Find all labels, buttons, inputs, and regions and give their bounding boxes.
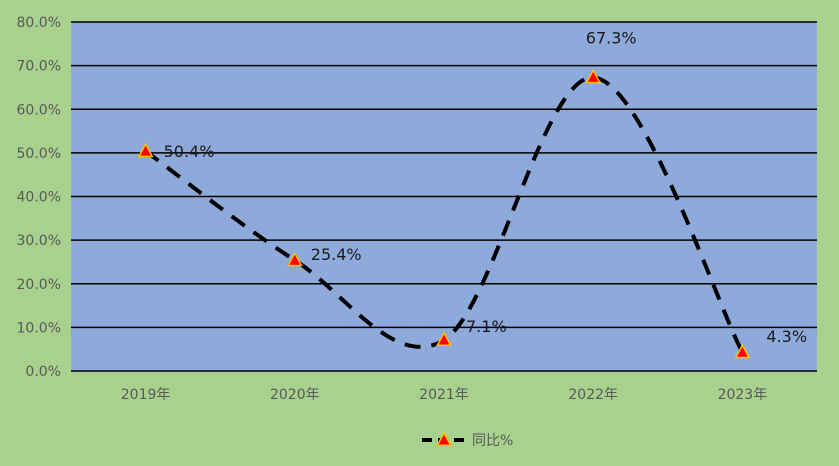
legend: 同比% — [422, 431, 513, 449]
y-tick-label: 0.0% — [25, 364, 61, 380]
series-line-yoy — [144, 75, 745, 354]
y-tick-label: 40.0% — [17, 190, 61, 206]
data-label: 4.3% — [766, 327, 807, 346]
y-tick-label: 70.0% — [17, 59, 61, 75]
series-markers — [137, 68, 751, 359]
x-tick-label: 2023年 — [718, 387, 768, 403]
y-axis-tick-labels: 0.0% 10.0% 20.0% 30.0% 40.0% 50.0% 60.0% 70.0% 8… — [17, 15, 61, 380]
x-tick-label: 2020年 — [270, 387, 320, 403]
triangle-marker — [286, 251, 303, 267]
y-tick-label: 20.0% — [17, 277, 61, 293]
triangle-marker — [436, 331, 452, 347]
y-tick-label: 80.0% — [17, 15, 61, 31]
data-labels: 50.4% 25.4% 7.1% 67.3% 4.3% — [164, 28, 807, 346]
data-label: 7.1% — [466, 317, 507, 336]
x-tick-label: 2022年 — [568, 387, 618, 403]
x-tick-label: 2019年 — [121, 387, 171, 403]
y-tick-label: 60.0% — [17, 102, 61, 118]
y-tick-label: 50.0% — [17, 146, 61, 162]
triangle-marker — [585, 68, 602, 84]
triangle-marker — [734, 343, 751, 359]
y-tick-label: 10.0% — [17, 320, 61, 336]
x-axis-tick-labels: 2019年 2020年 2021年 2022年 2023年 — [121, 387, 767, 403]
x-tick-label: 2021年 — [419, 387, 469, 403]
triangle-marker — [137, 142, 154, 158]
legend-triangle-marker-icon — [436, 431, 452, 446]
data-label: 67.3% — [586, 28, 637, 47]
y-tick-label: 30.0% — [17, 233, 61, 249]
legend-label: 同比% — [472, 433, 513, 449]
data-label: 50.4% — [164, 142, 215, 161]
data-label: 25.4% — [311, 245, 362, 264]
gridlines — [71, 21, 817, 372]
